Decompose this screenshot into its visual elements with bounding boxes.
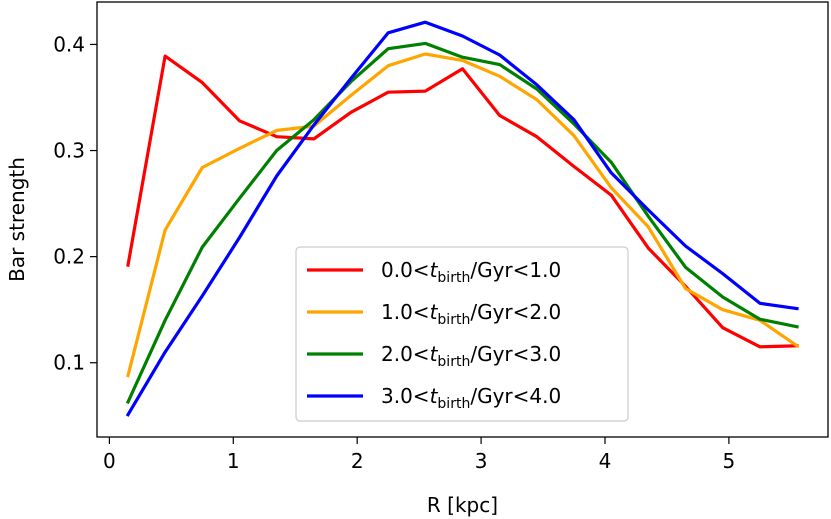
series-line-2 bbox=[126, 52, 800, 378]
y-tick-label: 0.4 bbox=[53, 32, 85, 56]
x-axis-label: R [kpc] bbox=[427, 493, 498, 517]
series-line-4 bbox=[125, 20, 799, 417]
x-tick-label: 1 bbox=[227, 449, 240, 473]
series-layer bbox=[125, 20, 800, 417]
legend-label-3: 2.0<tbirth/Gyr<3.0 bbox=[381, 342, 561, 370]
ticks-layer: 0 1 2 3 4 5 0.1 0.2 0.3 0.4 bbox=[53, 32, 735, 473]
legend-label-1: 0.0<tbirth/Gyr<1.0 bbox=[381, 258, 561, 286]
x-tick-label: 4 bbox=[599, 449, 612, 473]
legend-label-4: 3.0<tbirth/Gyr<4.0 bbox=[381, 384, 561, 412]
x-tick-label: 5 bbox=[723, 449, 736, 473]
x-tick-label: 0 bbox=[103, 449, 116, 473]
legend-box bbox=[295, 246, 629, 422]
x-tick-label: 2 bbox=[351, 449, 364, 473]
y-tick-label: 0.1 bbox=[53, 351, 85, 375]
series-line-3 bbox=[125, 41, 799, 405]
y-tick-label: 0.2 bbox=[53, 245, 85, 269]
x-tick-label: 3 bbox=[475, 449, 488, 473]
y-axis-label: Bar strength bbox=[5, 157, 29, 282]
legend-label-2: 1.0<tbirth/Gyr<2.0 bbox=[381, 300, 561, 328]
y-tick-label: 0.3 bbox=[53, 139, 85, 163]
legend: 0.0<tbirth/Gyr<1.0 1.0<tbirth/Gyr<2.0 2.0<… bbox=[295, 246, 629, 422]
plot-frame bbox=[96, 1, 829, 438]
